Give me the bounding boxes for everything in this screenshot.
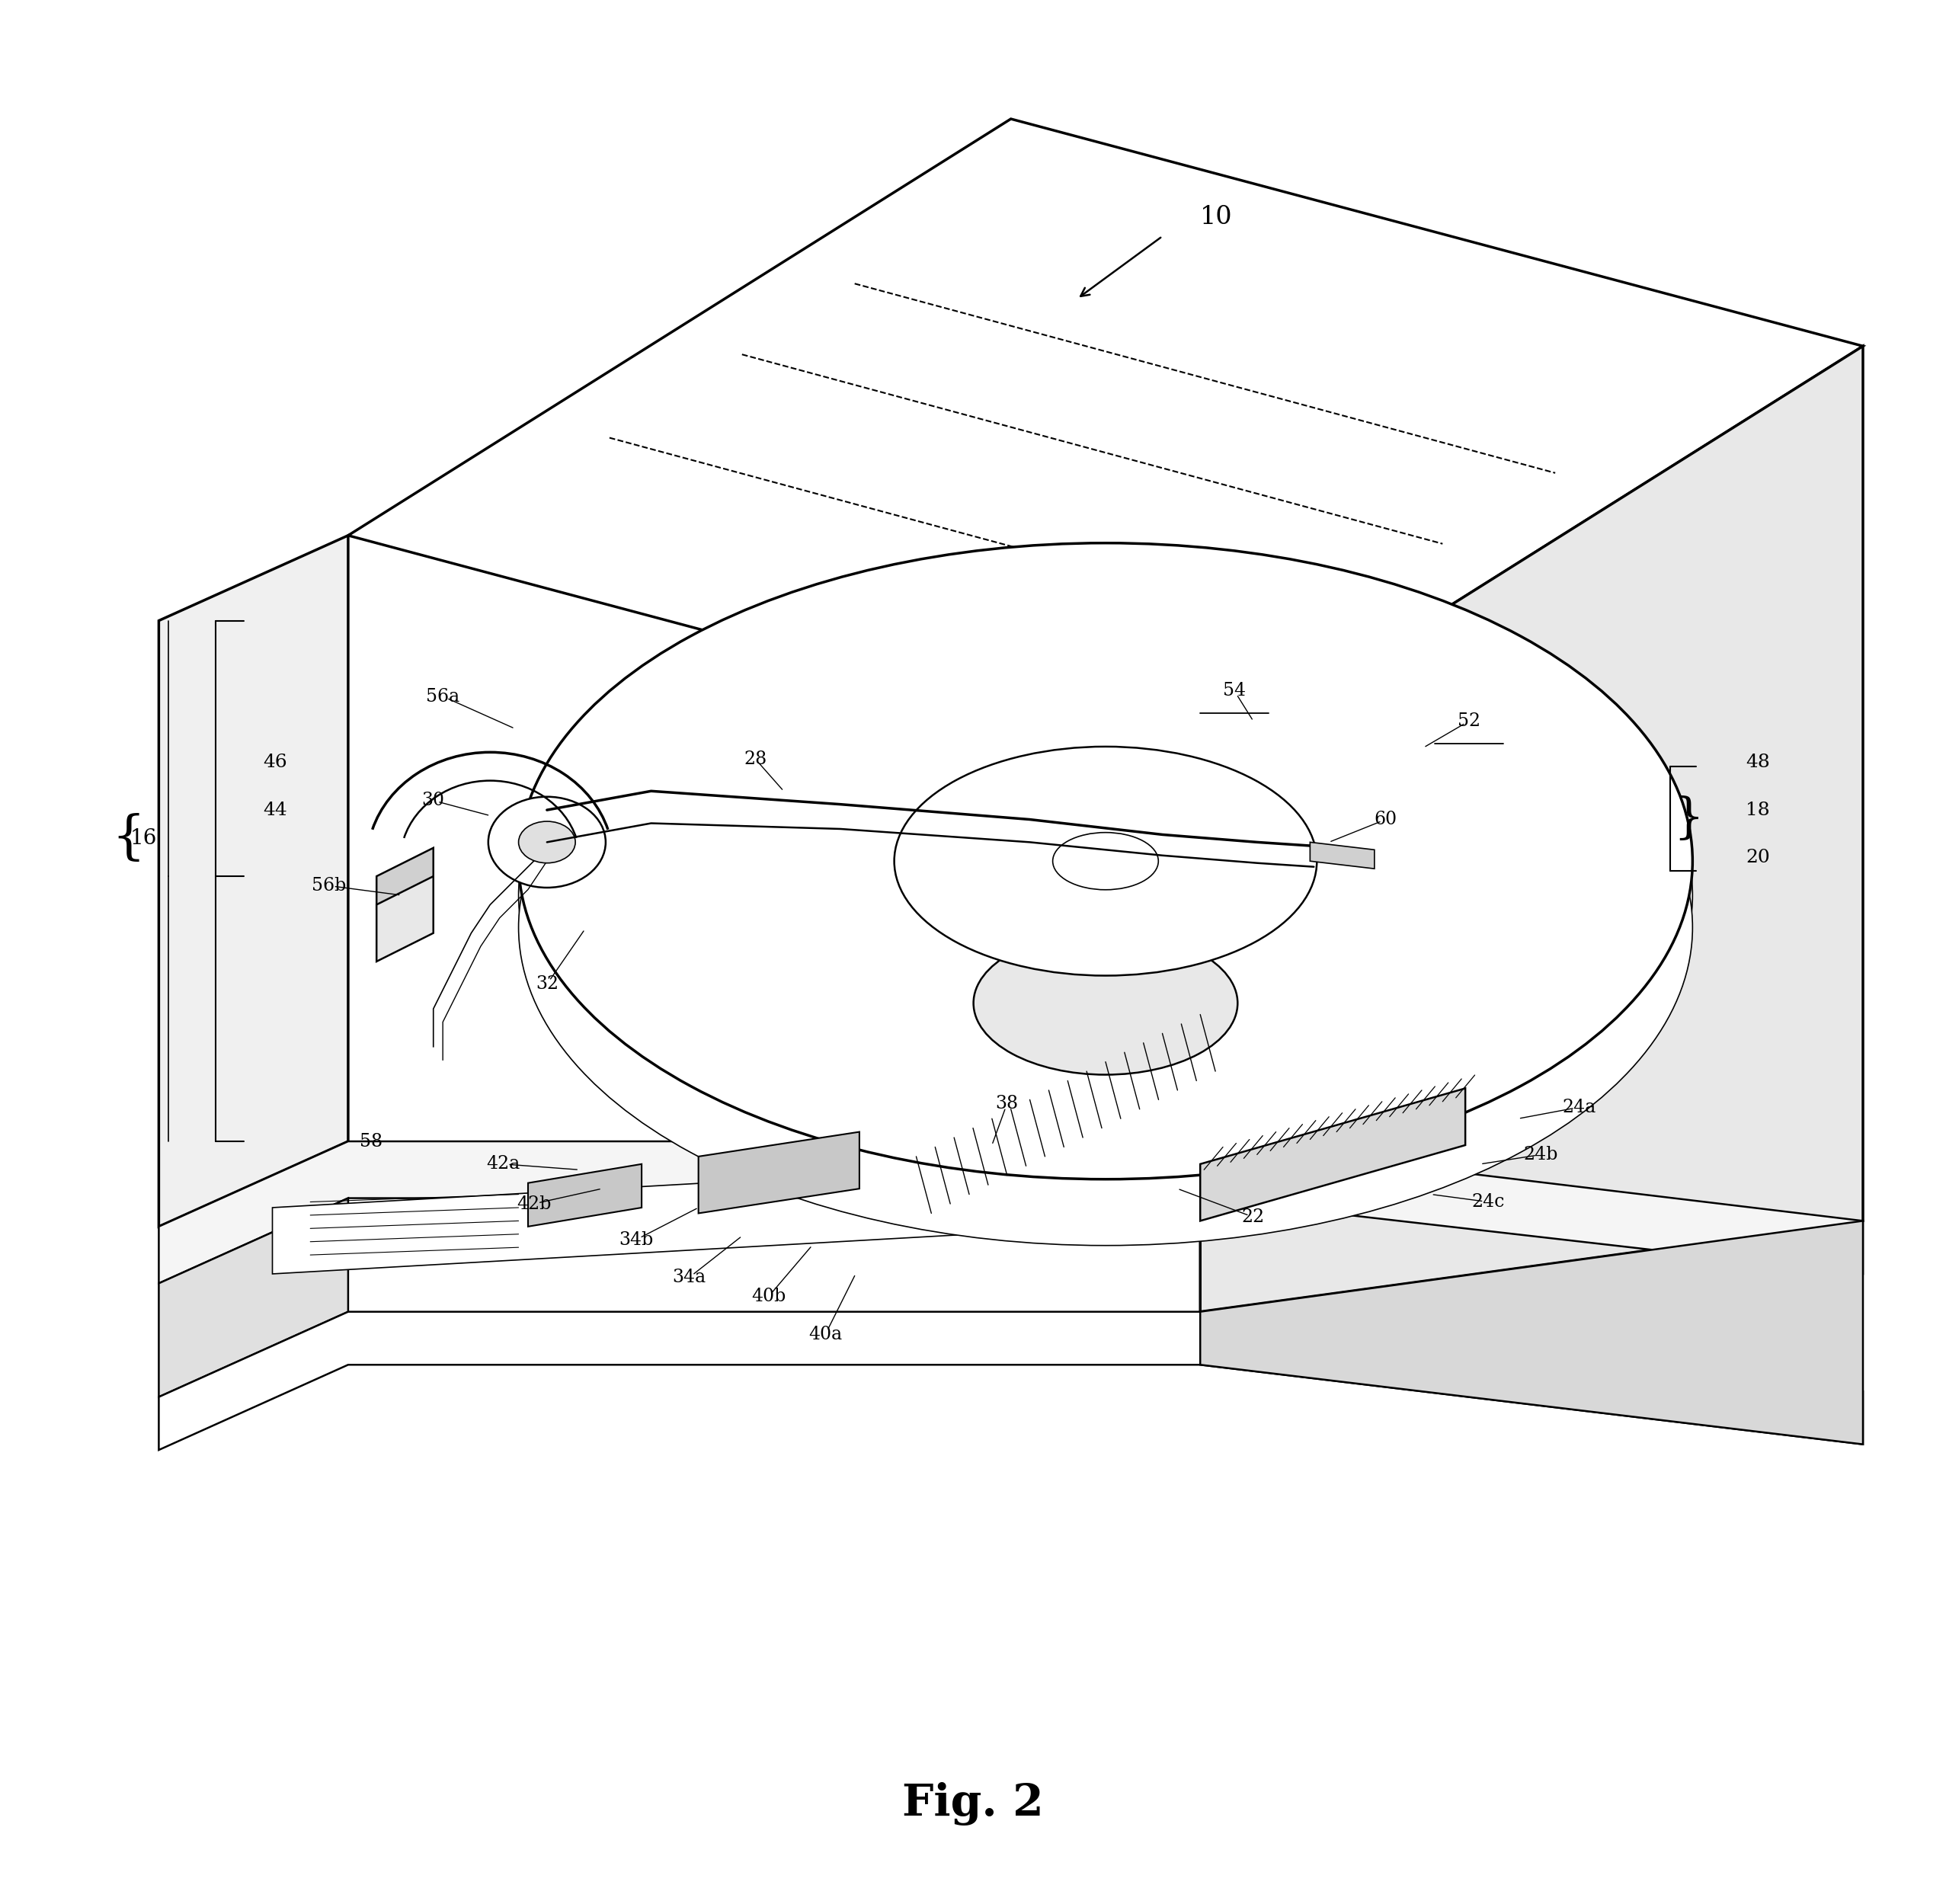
Text: 34a: 34a — [671, 1268, 706, 1287]
Polygon shape — [160, 1140, 1862, 1283]
Text: 24b: 24b — [1524, 1146, 1559, 1163]
Text: 44: 44 — [263, 802, 288, 819]
Text: 40a: 40a — [808, 1325, 843, 1342]
Text: 22: 22 — [1242, 1209, 1265, 1226]
Text: 46: 46 — [263, 754, 288, 771]
Polygon shape — [160, 1312, 1862, 1451]
Ellipse shape — [895, 746, 1317, 975]
Text: 48: 48 — [1746, 754, 1769, 771]
Text: {: { — [111, 813, 146, 864]
Text: 56a: 56a — [426, 687, 459, 704]
Text: Fig. 2: Fig. 2 — [903, 1782, 1043, 1826]
Polygon shape — [376, 847, 434, 908]
Ellipse shape — [518, 821, 576, 863]
Polygon shape — [348, 118, 1862, 764]
Text: 52: 52 — [1458, 712, 1481, 729]
Text: 60: 60 — [1374, 811, 1397, 828]
Text: 38: 38 — [996, 1095, 1018, 1112]
Polygon shape — [699, 1131, 860, 1213]
Text: 56b: 56b — [311, 878, 346, 895]
Text: 42a: 42a — [486, 1156, 520, 1173]
Text: 54: 54 — [1222, 682, 1245, 699]
Ellipse shape — [488, 796, 605, 887]
Polygon shape — [1201, 347, 1862, 1312]
Text: 58: 58 — [360, 1133, 381, 1150]
Text: 34b: 34b — [619, 1232, 654, 1249]
Polygon shape — [160, 1198, 348, 1398]
Text: 24a: 24a — [1563, 1099, 1596, 1116]
Text: }: } — [1674, 796, 1705, 843]
Polygon shape — [272, 1160, 1105, 1274]
Polygon shape — [376, 876, 434, 962]
Text: 42b: 42b — [516, 1196, 551, 1213]
Text: 24c: 24c — [1471, 1194, 1504, 1211]
Text: 28: 28 — [743, 750, 767, 767]
Text: 18: 18 — [1746, 802, 1769, 819]
Polygon shape — [1201, 1089, 1465, 1220]
Text: 40b: 40b — [751, 1287, 786, 1306]
Ellipse shape — [518, 609, 1693, 1245]
Polygon shape — [1201, 1220, 1862, 1445]
Text: 16: 16 — [130, 828, 158, 849]
Polygon shape — [527, 1163, 642, 1226]
Ellipse shape — [518, 543, 1693, 1179]
Ellipse shape — [1053, 832, 1158, 889]
Ellipse shape — [973, 931, 1238, 1074]
Polygon shape — [1310, 842, 1374, 868]
Polygon shape — [160, 535, 348, 1226]
Ellipse shape — [518, 577, 1693, 1213]
Text: 10: 10 — [1201, 206, 1232, 230]
Text: 20: 20 — [1746, 849, 1769, 866]
Text: 30: 30 — [422, 792, 446, 809]
Text: 32: 32 — [535, 975, 559, 994]
